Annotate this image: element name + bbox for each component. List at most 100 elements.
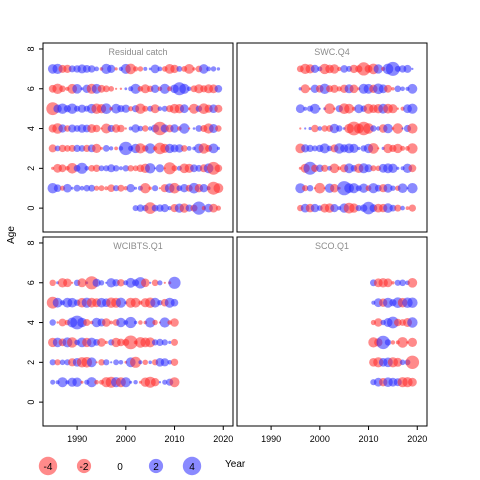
y-axis-title: Age xyxy=(6,226,17,244)
bubble-point xyxy=(92,278,101,287)
legend-item: 4 xyxy=(182,456,202,476)
bubble-point xyxy=(79,185,85,191)
y-tick-label: 2 xyxy=(26,360,36,365)
bubble-point xyxy=(181,145,188,152)
bubble-point xyxy=(133,66,139,72)
bubble-point xyxy=(407,103,418,114)
legend-label: 0 xyxy=(117,462,123,473)
bubble-point xyxy=(128,106,134,112)
bubble-point xyxy=(170,298,179,307)
legend: -4 -2 0 2 4 xyxy=(38,456,202,476)
bubble-point xyxy=(84,166,90,171)
bubble-point xyxy=(344,103,354,114)
bubble-point xyxy=(76,162,88,174)
bubble-point xyxy=(95,361,98,364)
bubble-point xyxy=(400,205,405,211)
bubble-point xyxy=(170,124,179,133)
bubble-point xyxy=(399,359,406,366)
legend-bubble xyxy=(38,456,58,476)
bubble-point xyxy=(117,338,125,347)
legend-item: -2 xyxy=(76,458,92,474)
bubble-point xyxy=(92,124,101,133)
bubble-point xyxy=(349,84,359,94)
bubble-point xyxy=(49,319,56,326)
bubble-point xyxy=(114,146,118,151)
bubble-point xyxy=(408,204,416,212)
bubble-point xyxy=(349,203,359,213)
bubble-point xyxy=(396,166,400,170)
bubble-point xyxy=(396,107,399,110)
bubble-point xyxy=(83,184,91,192)
bubble-point xyxy=(138,360,143,365)
panel-title: SWC.Q4 xyxy=(314,47,350,57)
bubble-point xyxy=(161,105,168,112)
bubble-point xyxy=(157,280,163,286)
bubble-point xyxy=(140,84,150,94)
bubble-point xyxy=(160,358,169,367)
bubble-point xyxy=(208,143,219,154)
legend-bubble xyxy=(182,456,202,476)
bubble-point xyxy=(304,127,307,130)
bubble-point xyxy=(157,66,163,72)
y-tick-label: 8 xyxy=(26,46,36,51)
bubble-point xyxy=(150,64,160,74)
bubble-point xyxy=(348,183,359,194)
bubble-point xyxy=(140,183,151,194)
y-tick-label: 4 xyxy=(26,126,36,131)
bubble-point xyxy=(303,106,308,111)
bubble-point xyxy=(148,186,152,190)
bubble-point xyxy=(145,337,156,348)
bubble-point xyxy=(150,84,160,94)
bubble-point xyxy=(324,103,335,114)
bubble-point xyxy=(199,184,208,193)
bubble-point xyxy=(113,185,120,192)
bubble-point xyxy=(216,67,221,71)
x-tick-label: 2010 xyxy=(359,434,379,444)
bubble-point xyxy=(171,338,178,346)
x-axis-right: 1990 2000 2010 2020 xyxy=(261,425,427,444)
bubble-point xyxy=(48,144,57,153)
bubble-point xyxy=(49,279,56,286)
bubble-point xyxy=(86,357,97,368)
panel-bubbles xyxy=(46,63,224,215)
bubble-point xyxy=(321,164,329,172)
bubble-point xyxy=(215,125,222,132)
bubble-point xyxy=(56,321,59,324)
bubble-point xyxy=(308,87,312,91)
bubble-point xyxy=(88,184,96,192)
bubble-point xyxy=(142,105,149,112)
bubble-point xyxy=(167,360,172,365)
panel-2: SWC.Q4 xyxy=(236,42,428,233)
bubble-point xyxy=(88,65,96,73)
bubble-point xyxy=(295,104,305,114)
bubble-point xyxy=(168,340,172,344)
bubble-point xyxy=(112,165,120,172)
bubble-point xyxy=(209,124,218,133)
panel-bubbles xyxy=(295,61,418,215)
bubble-point xyxy=(119,87,123,91)
bubble-point xyxy=(388,163,398,173)
bubble-point xyxy=(83,319,91,326)
bubble-point xyxy=(403,64,412,73)
bubble-point xyxy=(58,124,67,133)
bubble-point xyxy=(119,141,133,156)
bubble-point xyxy=(155,164,164,173)
bubble-point xyxy=(319,143,330,154)
bubble-point xyxy=(397,337,408,348)
bubble-point xyxy=(67,337,78,348)
bubble-point xyxy=(405,355,420,369)
bubble-point xyxy=(107,164,116,173)
x-tick-label: 1990 xyxy=(261,434,281,444)
bubble-point xyxy=(330,84,339,93)
bubble-point xyxy=(163,281,166,284)
bubble-point xyxy=(116,317,126,328)
bubble-point xyxy=(71,281,74,284)
bubble-point xyxy=(184,64,195,74)
bubble-point xyxy=(383,278,393,288)
bubble-point xyxy=(388,104,398,114)
bubble-point xyxy=(171,165,178,172)
bubble-point xyxy=(59,359,66,366)
bubble-point xyxy=(77,104,87,113)
bubble-point xyxy=(389,204,397,212)
bubble-point xyxy=(63,183,72,193)
